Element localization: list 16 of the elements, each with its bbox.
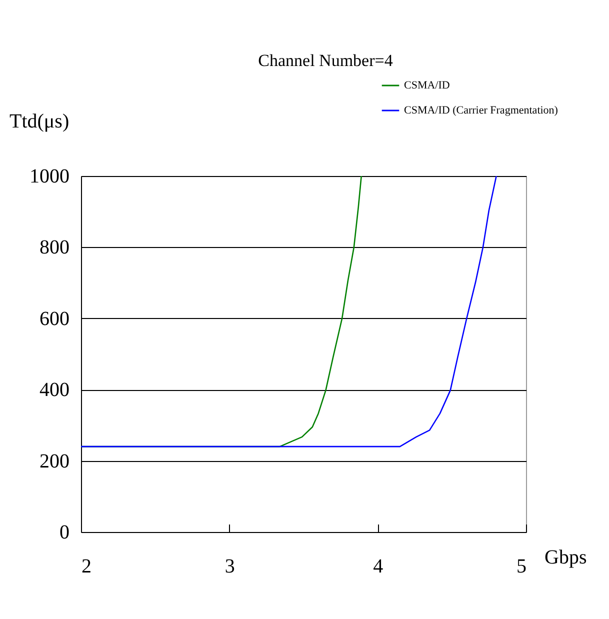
x-axis-title: Gbps: [544, 546, 587, 568]
y-tick-label: 400: [40, 379, 70, 402]
legend-label: CSMA/ID: [404, 80, 450, 92]
y-tick-label: 1000: [30, 166, 70, 188]
x-tick-label: 4: [373, 556, 384, 578]
y-tick-label: 800: [40, 236, 70, 259]
x-tick-label: 3: [224, 556, 235, 578]
x-tick-label: 5: [516, 556, 526, 578]
line-series: [81, 176, 497, 448]
chart-title: Channel Number=4: [258, 51, 394, 70]
x-tick-label: 2: [82, 556, 92, 578]
y-tick-label: 600: [40, 308, 70, 330]
y-axis-title: Ttd(μs): [10, 110, 70, 132]
legend-label: CSMA/ID (Carrier Fragmentation): [404, 104, 558, 116]
y-tick-label: 0: [60, 522, 70, 544]
y-tick-label: 200: [40, 450, 70, 472]
